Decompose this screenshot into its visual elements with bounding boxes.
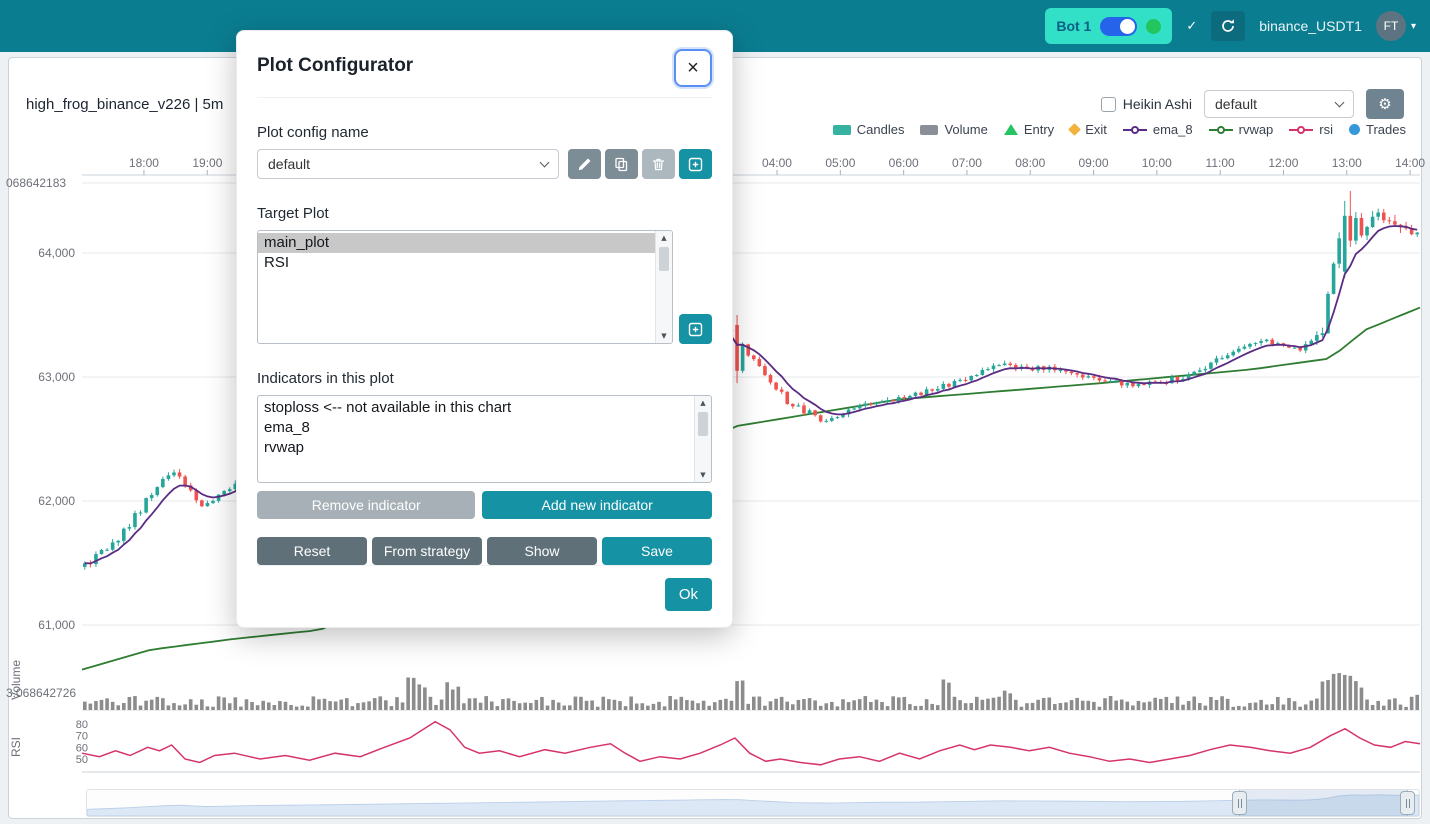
config-name-value: default (268, 156, 311, 172)
add-indicator-button[interactable]: Add new indicator (482, 490, 712, 519)
chart-legend: Candles Volume Entry Exit ema_8 rvwap rsi Trade… (832, 122, 1406, 137)
legend-item-volume[interactable]: Volume (920, 122, 988, 137)
legend-label: rvwap (1238, 122, 1274, 137)
legend-item-trades[interactable]: Trades (1349, 122, 1406, 137)
scroll-up-icon[interactable]: ▲ (700, 399, 706, 407)
datazoom-minimap (87, 794, 1419, 816)
delete-config-button[interactable] (642, 149, 675, 179)
target-plot-list[interactable]: main_plot RSI ▲ ▼ (257, 230, 673, 344)
legend-label: Exit (1085, 122, 1107, 137)
config-name-select[interactable]: default (257, 149, 559, 179)
indicator-option[interactable]: ema_8 (264, 419, 310, 436)
legend-item-exit[interactable]: Exit (1068, 122, 1107, 137)
add-config-button[interactable] (679, 149, 712, 179)
scrollbar-thumb[interactable] (659, 247, 669, 271)
legend-label: rsi (1319, 122, 1334, 137)
show-button[interactable]: Show (487, 536, 597, 566)
scrollbar-thumb[interactable] (698, 412, 708, 436)
rvwap-legend-icon (1208, 125, 1233, 134)
bot-toggle[interactable] (1100, 16, 1138, 36)
refresh-button[interactable] (1211, 11, 1246, 41)
refresh-icon (1222, 19, 1235, 32)
bot-account-label: binance_USDT1 (1259, 18, 1362, 34)
heikin-ashi-checkbox[interactable] (1100, 96, 1116, 112)
legend-item-ema_8[interactable]: ema_8 (1122, 122, 1193, 137)
indicator-option[interactable]: rvwap (264, 439, 305, 456)
exit-legend-icon (1068, 123, 1082, 136)
pencil-icon (578, 158, 591, 170)
scrollbar[interactable]: ▲ ▼ (694, 396, 711, 482)
indicators-label: Indicators in this plot (257, 370, 394, 387)
duplicate-config-button[interactable] (605, 149, 638, 179)
bot-selector[interactable]: Bot 1 (1045, 8, 1173, 44)
datazoom-track[interactable] (86, 789, 1420, 817)
plot-config-select-value: default (1215, 96, 1258, 112)
reset-button[interactable]: Reset (257, 536, 367, 566)
ok-button[interactable]: Ok (664, 578, 712, 612)
avatar: FT (1375, 11, 1406, 41)
plus-square-icon (688, 322, 703, 336)
add-plot-button[interactable] (679, 314, 712, 344)
close-button[interactable]: × (674, 49, 712, 87)
bot-online-dot (1146, 18, 1162, 34)
legend-item-candles[interactable]: Candles (832, 122, 905, 137)
target-plot-label: Target Plot (257, 205, 329, 222)
legend-item-entry[interactable]: Entry (1003, 122, 1055, 137)
plot-config-name-label: Plot config name (257, 124, 369, 141)
chevron-down-icon (1334, 97, 1345, 107)
save-button[interactable]: Save (602, 536, 712, 566)
datazoom-selection[interactable] (1232, 790, 1416, 816)
legend-label: Entry (1023, 122, 1055, 137)
heikin-ashi-label: Heikin Ashi (1122, 96, 1192, 112)
chevron-down-icon: ▾ (1410, 20, 1416, 32)
scroll-down-icon[interactable]: ▼ (661, 332, 667, 340)
datazoom-handle-left[interactable] (1232, 791, 1248, 815)
volume-legend-icon (920, 124, 939, 135)
legend-item-rvwap[interactable]: rvwap (1208, 122, 1274, 137)
legend-label: Volume (944, 122, 988, 137)
check-icon: ✓ (1186, 18, 1198, 34)
scrollbar[interactable]: ▲ ▼ (655, 231, 672, 343)
scroll-down-icon[interactable]: ▼ (700, 470, 706, 479)
trash-icon (652, 158, 665, 170)
bot-name-label: Bot 1 (1056, 18, 1092, 34)
datazoom-handle-right[interactable] (1400, 791, 1416, 815)
from-strategy-button[interactable]: From strategy (372, 536, 482, 566)
chart-title: high_frog_binance_v226 | 5m (26, 95, 224, 113)
toggle-knob (1120, 18, 1136, 34)
legend-item-rsi[interactable]: rsi (1289, 122, 1333, 137)
ema_8-legend-icon (1122, 125, 1147, 134)
target-plot-option[interactable]: RSI (264, 254, 290, 271)
target-plot-option[interactable]: main_plot (258, 233, 655, 253)
entry-legend-icon (1003, 124, 1018, 135)
user-menu[interactable]: FT ▾ (1375, 11, 1416, 41)
close-icon: × (687, 57, 699, 79)
heikin-ashi-control[interactable]: Heikin Ashi (1100, 96, 1192, 112)
candles-legend-icon (832, 124, 851, 135)
rsi-legend-icon (1289, 125, 1314, 134)
legend-label: Candles (856, 122, 905, 137)
chevron-down-icon (539, 157, 550, 167)
rename-config-button[interactable] (568, 149, 601, 179)
gear-icon: ⚙ (1378, 95, 1392, 113)
copy-icon (615, 157, 628, 171)
plot-config-select[interactable]: default (1204, 90, 1354, 118)
plot-configurator-dialog: Plot Configurator × Plot config name def… (236, 30, 733, 628)
trades-legend-icon (1349, 124, 1361, 135)
legend-label: ema_8 (1152, 122, 1193, 137)
dialog-title: Plot Configurator (257, 55, 414, 76)
indicator-option[interactable]: stoploss <-- not available in this chart (264, 399, 512, 416)
remove-indicator-button[interactable]: Remove indicator (257, 490, 476, 519)
indicator-list[interactable]: stoploss <-- not available in this chart… (257, 395, 712, 483)
plot-settings-button[interactable]: ⚙ (1366, 89, 1404, 119)
plus-square-icon (688, 157, 703, 171)
scroll-up-icon[interactable]: ▲ (661, 234, 667, 242)
legend-label: Trades (1366, 122, 1406, 137)
